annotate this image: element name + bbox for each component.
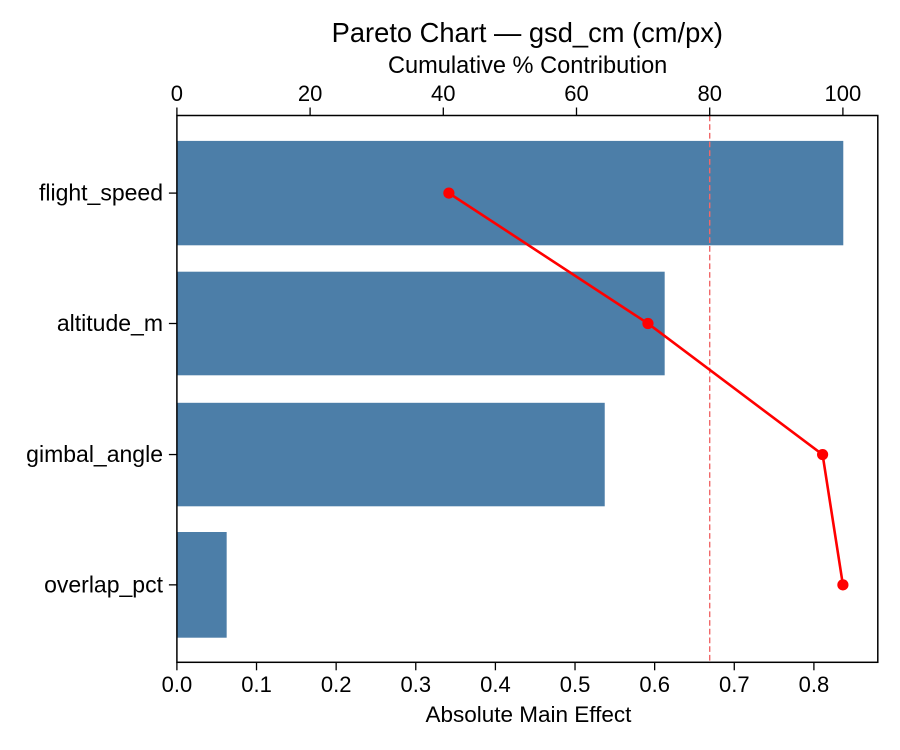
svg-text:100: 100 [825,81,862,106]
svg-text:0.6: 0.6 [639,672,670,697]
svg-text:0: 0 [171,81,183,106]
svg-text:80: 80 [697,81,721,106]
svg-text:Absolute Main Effect: Absolute Main Effect [425,702,632,727]
svg-text:gimbal_angle: gimbal_angle [26,441,163,467]
svg-text:0.3: 0.3 [400,672,431,697]
svg-text:0.5: 0.5 [560,672,591,697]
svg-text:0.7: 0.7 [719,672,750,697]
svg-text:Pareto Chart — gsd_cm (cm/px): Pareto Chart — gsd_cm (cm/px) [332,17,723,48]
svg-text:Cumulative % Contribution: Cumulative % Contribution [388,53,667,79]
svg-text:0.4: 0.4 [480,672,511,697]
svg-text:flight_speed: flight_speed [39,180,163,206]
svg-text:0.1: 0.1 [241,672,272,697]
svg-text:altitude_m: altitude_m [57,310,163,336]
svg-text:0.2: 0.2 [321,672,352,697]
svg-text:0.8: 0.8 [799,672,830,697]
svg-text:40: 40 [431,81,455,106]
svg-text:overlap_pct: overlap_pct [44,571,164,597]
svg-text:0.0: 0.0 [162,672,193,697]
svg-text:60: 60 [564,81,588,106]
svg-text:20: 20 [298,81,322,106]
